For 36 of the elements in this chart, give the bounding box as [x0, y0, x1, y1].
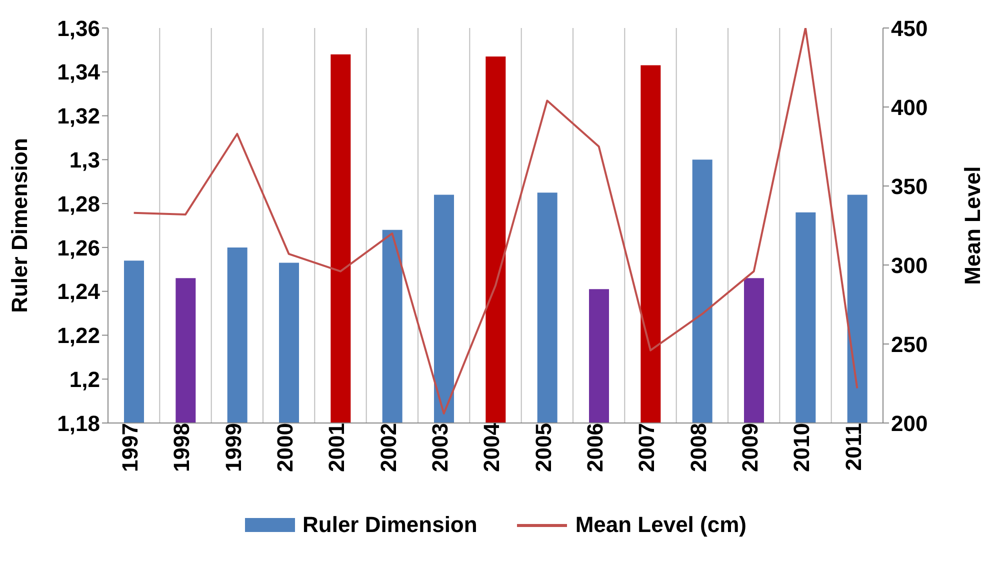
y2-tick-label: 300 [891, 252, 928, 278]
y-tick-label: 1,32 [57, 104, 100, 129]
x-tick-label: 2003 [427, 423, 452, 472]
x-tick-label: 2006 [582, 423, 608, 472]
y2-tick-label: 400 [891, 94, 928, 120]
y2-tick-label: 200 [891, 410, 928, 436]
y-tick-label: 1,2 [69, 366, 100, 392]
line-series [132, 28, 858, 415]
y-tick-label: 1,34 [57, 60, 101, 85]
y2-tick-label: 350 [891, 174, 928, 199]
x-tick-label: 2002 [376, 423, 401, 472]
y-tick-label: 1,22 [57, 323, 100, 348]
x-tick-label: 2009 [737, 423, 762, 472]
x-tick-label: 2011 [840, 423, 866, 471]
y-tick-label: 1,26 [57, 235, 100, 260]
legend-label: Ruler Dimension [302, 512, 478, 538]
x-tick-label: 2007 [634, 423, 660, 472]
x-tick-label: 2008 [686, 423, 711, 472]
x-tick-label: 1998 [169, 423, 194, 472]
y2-axis-title: Mean Level [960, 166, 985, 285]
legend-label: Mean Level (cm) [575, 512, 746, 538]
y-axis-title: Ruler Dimension [6, 138, 32, 313]
y-tick-label: 1,18 [57, 410, 100, 436]
x-tick-label: 2004 [479, 422, 504, 472]
y-tick-label: 1,36 [57, 16, 100, 41]
x-tick-label: 2000 [272, 423, 298, 472]
y2-tick-label: 250 [891, 332, 928, 357]
x-tick-label: 1997 [117, 423, 142, 472]
y2-tick-label: 450 [891, 16, 928, 41]
y-tick-label: 1,24 [57, 279, 101, 304]
x-tick-label: 2005 [530, 423, 556, 472]
x-tick-label: 1999 [220, 423, 246, 472]
y-tick-label: 1,28 [57, 191, 100, 216]
x-tick-label: 2010 [789, 423, 814, 472]
x-tick-label: 2001 [324, 423, 350, 472]
y-tick-label: 1,3 [69, 147, 100, 172]
